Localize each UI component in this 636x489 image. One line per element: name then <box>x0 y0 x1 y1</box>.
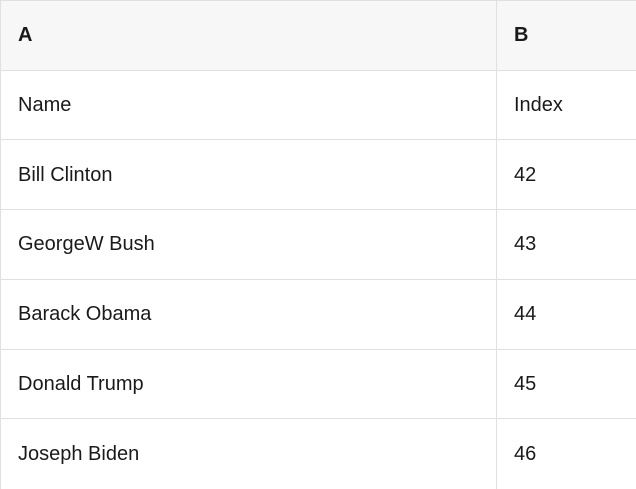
cell-name[interactable]: Bill Clinton <box>1 140 497 210</box>
cell-index[interactable]: 43 <box>514 233 537 256</box>
table-row: GeorgeW Bush 43 <box>1 210 636 280</box>
cell-name[interactable]: Donald Trump <box>1 349 497 419</box>
column-header-a[interactable]: A <box>1 1 497 70</box>
cell-name[interactable]: Barack Obama <box>1 279 497 349</box>
table-row: Barack Obama 44 <box>1 279 636 350</box>
cell-index-header[interactable]: Index <box>514 94 563 117</box>
table-row: Bill Clinton 42 <box>1 140 636 211</box>
table-row: Joseph Biden 46 <box>1 419 636 489</box>
cell-name-header[interactable]: Name <box>1 70 497 140</box>
cell-index[interactable]: 45 <box>514 372 537 395</box>
column-header-row: A B <box>1 1 636 71</box>
cell-name[interactable]: Joseph Biden <box>1 419 497 489</box>
cell-index[interactable]: 46 <box>514 443 537 466</box>
table-row: Donald Trump 45 <box>1 349 636 420</box>
cell-name[interactable]: GeorgeW Bush <box>1 210 497 279</box>
table-row: Name Index <box>1 70 636 141</box>
column-header-b[interactable]: B <box>514 24 529 47</box>
cell-index[interactable]: 42 <box>514 163 537 186</box>
cell-index[interactable]: 44 <box>514 303 537 326</box>
